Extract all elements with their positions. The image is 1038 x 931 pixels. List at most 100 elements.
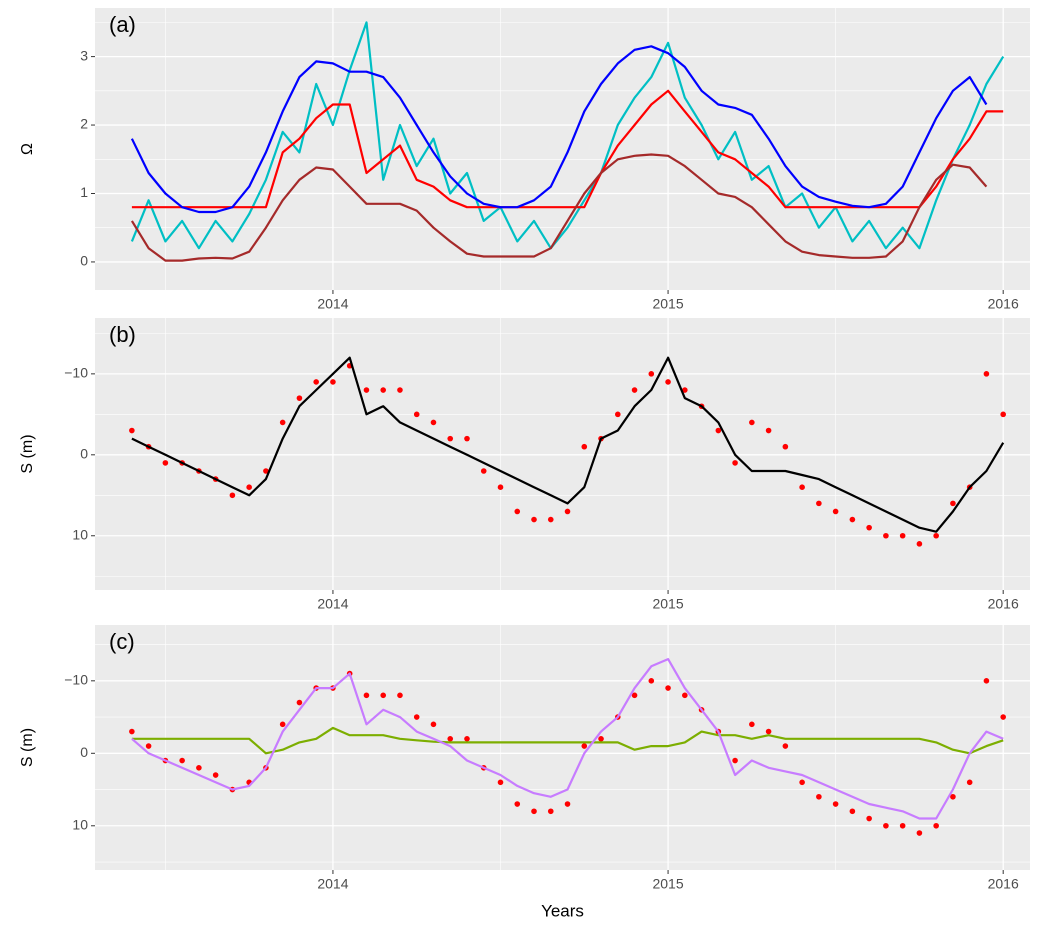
data-point — [397, 387, 403, 393]
data-point — [480, 468, 487, 474]
data-point — [983, 371, 990, 377]
data-point — [1000, 411, 1006, 418]
x-tick-label: 2015 — [652, 876, 683, 892]
data-point — [447, 736, 454, 742]
x-tick-label: 2016 — [988, 296, 1019, 312]
data-point — [564, 801, 571, 807]
panel-label: (c) — [109, 629, 135, 654]
y-tick-label: −10 — [64, 365, 88, 381]
data-line — [131, 726, 1004, 755]
data-point — [816, 500, 822, 507]
y-tick-label: 2 — [80, 116, 88, 132]
data-point — [430, 419, 437, 426]
data-point — [682, 692, 688, 699]
y-tick-label: 10 — [72, 526, 88, 542]
data-point — [229, 492, 236, 499]
x-tick-label: 2016 — [988, 876, 1019, 892]
data-point — [179, 757, 185, 764]
data-point — [682, 387, 688, 393]
data-point — [816, 793, 822, 800]
panel-label: (a) — [109, 12, 136, 37]
data-point — [782, 743, 789, 749]
data-line — [130, 153, 988, 262]
data-point — [933, 822, 939, 829]
data-line — [131, 658, 1004, 820]
data-point — [899, 532, 906, 539]
data-point — [749, 721, 755, 728]
y-tick-label: 0 — [80, 744, 88, 760]
panel-background — [95, 625, 1030, 870]
data-point — [899, 822, 906, 829]
data-point — [464, 435, 470, 442]
data-point — [950, 500, 956, 507]
data-point — [715, 427, 722, 434]
data-point — [497, 484, 504, 490]
data-point — [564, 508, 571, 515]
data-point — [129, 728, 135, 735]
data-point — [866, 815, 872, 822]
data-point — [380, 387, 387, 393]
data-point — [464, 736, 470, 742]
data-point — [531, 516, 537, 523]
data-point — [380, 692, 387, 699]
data-point — [1000, 714, 1006, 720]
panel-background — [95, 318, 1030, 590]
data-point — [648, 678, 655, 684]
y-axis-title: S (m) — [19, 728, 36, 767]
data-point — [849, 516, 856, 523]
data-point — [916, 541, 923, 547]
data-point — [497, 779, 504, 786]
data-point — [883, 532, 889, 539]
y-tick-label: 1 — [80, 184, 88, 200]
y-tick-label: −10 — [64, 672, 88, 688]
y-tick-label: 0 — [80, 253, 88, 269]
data-line — [130, 21, 1005, 250]
y-tick-label: 10 — [72, 816, 88, 832]
data-point — [145, 743, 152, 749]
data-point — [413, 714, 420, 720]
data-point — [665, 379, 671, 385]
data-point — [547, 808, 554, 815]
x-tick-label: 2016 — [988, 596, 1019, 612]
data-point — [447, 435, 454, 442]
data-point — [966, 779, 973, 786]
data-point — [799, 779, 805, 786]
data-point — [212, 772, 219, 778]
data-point — [279, 721, 286, 728]
data-point — [782, 443, 789, 450]
data-point — [883, 822, 889, 829]
data-point — [196, 764, 202, 771]
data-point — [916, 830, 923, 836]
data-point — [363, 387, 370, 393]
data-point — [413, 411, 420, 418]
data-point — [581, 443, 588, 450]
data-point — [514, 801, 521, 807]
data-line — [130, 45, 988, 214]
data-point — [263, 468, 269, 474]
x-tick-label: 2015 — [652, 296, 683, 312]
data-point — [732, 460, 738, 466]
data-point — [614, 411, 621, 418]
data-point — [581, 743, 588, 749]
data-point — [631, 387, 638, 393]
data-point — [397, 692, 403, 699]
data-point — [648, 371, 655, 377]
data-point — [832, 508, 839, 515]
data-point — [631, 692, 638, 699]
data-line — [131, 356, 1005, 533]
x-tick-label: 2015 — [652, 596, 683, 612]
data-point — [430, 721, 437, 728]
x-tick-label: 2014 — [317, 296, 348, 312]
data-point — [866, 524, 872, 531]
data-point — [129, 427, 135, 434]
x-tick-label: 2014 — [317, 596, 348, 612]
data-point — [313, 379, 319, 385]
y-tick-label: 0 — [80, 446, 88, 462]
data-point — [983, 678, 990, 684]
y-axis-title: S (m) — [19, 434, 36, 473]
data-point — [246, 484, 252, 490]
data-point — [933, 532, 939, 539]
data-point — [279, 419, 286, 426]
data-point — [732, 757, 738, 764]
